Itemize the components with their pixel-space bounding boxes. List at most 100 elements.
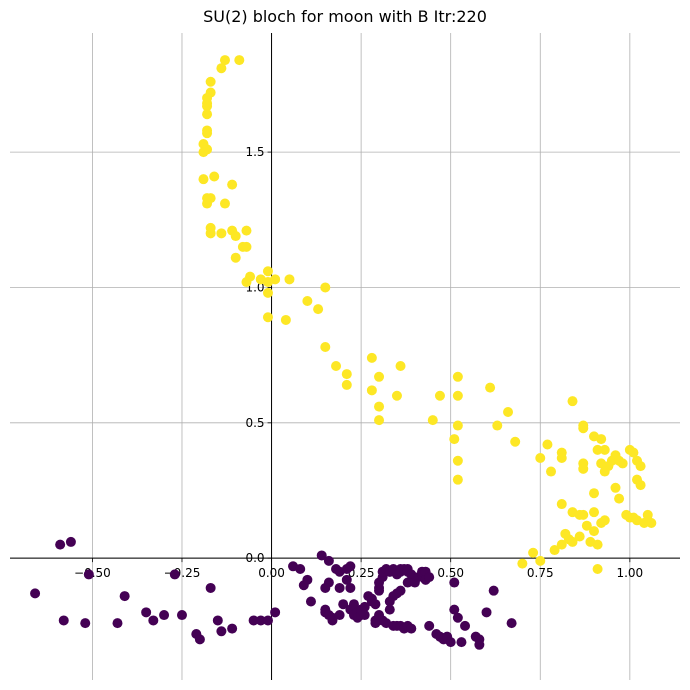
data-point	[359, 610, 370, 621]
x-tick-label: −0.25	[164, 566, 201, 580]
data-point	[212, 615, 223, 626]
data-point	[295, 564, 306, 575]
data-point	[535, 555, 546, 566]
data-point	[589, 526, 600, 537]
data-point	[262, 615, 273, 626]
data-point	[556, 453, 567, 464]
data-point	[248, 615, 259, 626]
data-point	[452, 474, 463, 485]
data-point	[574, 531, 585, 542]
data-point	[359, 601, 370, 612]
data-point	[567, 396, 578, 407]
data-point	[334, 610, 345, 621]
data-point	[169, 569, 180, 580]
data-point	[202, 101, 213, 112]
data-point	[628, 447, 639, 458]
data-point	[374, 610, 385, 621]
data-point	[391, 390, 402, 401]
data-point	[517, 558, 528, 569]
axes	[10, 33, 680, 680]
data-point	[452, 455, 463, 466]
data-point	[449, 577, 460, 588]
data-point	[581, 520, 592, 531]
data-point	[460, 620, 471, 631]
data-point	[427, 415, 438, 426]
data-point	[205, 76, 216, 87]
data-point	[338, 599, 349, 610]
data-point	[320, 342, 331, 353]
data-point	[148, 615, 159, 626]
data-point	[227, 179, 238, 190]
data-point	[578, 509, 589, 520]
data-point	[323, 555, 334, 566]
data-point	[331, 360, 342, 371]
data-point	[141, 607, 152, 618]
data-point	[592, 564, 603, 575]
data-point	[230, 231, 241, 242]
data-point	[316, 550, 327, 561]
data-point	[345, 582, 356, 593]
data-point	[227, 623, 238, 634]
data-point	[592, 539, 603, 550]
data-point	[219, 55, 230, 66]
data-point	[374, 415, 385, 426]
data-point	[216, 228, 227, 239]
data-point	[270, 607, 281, 618]
data-point	[456, 637, 467, 648]
data-points	[30, 55, 657, 650]
data-point	[313, 304, 324, 315]
data-point	[610, 482, 621, 493]
data-point	[549, 545, 560, 556]
data-point	[445, 637, 456, 648]
data-point	[449, 434, 460, 445]
data-point	[262, 277, 273, 288]
chart-title: SU(2) bloch for moon with B Itr:220	[203, 7, 487, 26]
data-point	[176, 610, 187, 621]
data-point	[202, 109, 213, 120]
data-point	[402, 577, 413, 588]
data-point	[30, 588, 41, 599]
data-point	[341, 379, 352, 390]
data-point	[506, 618, 517, 629]
data-point	[262, 266, 273, 277]
data-point	[198, 147, 209, 158]
data-point	[241, 241, 252, 252]
data-point	[599, 515, 610, 526]
data-point	[452, 420, 463, 431]
data-point	[230, 252, 241, 263]
data-point	[320, 582, 331, 593]
data-point	[234, 55, 245, 66]
data-point	[205, 582, 216, 593]
data-point	[617, 458, 628, 469]
data-point	[546, 466, 557, 477]
data-point	[528, 547, 539, 558]
y-tick-label: 0.0	[245, 551, 264, 565]
data-point	[599, 444, 610, 455]
data-point	[216, 626, 227, 637]
data-point	[284, 274, 295, 285]
data-point	[452, 612, 463, 623]
data-point	[488, 585, 499, 596]
data-point	[280, 314, 291, 325]
data-point	[424, 620, 435, 631]
data-point	[341, 369, 352, 380]
data-point	[384, 604, 395, 615]
data-point	[302, 574, 313, 585]
data-point	[503, 406, 514, 417]
data-point	[80, 618, 91, 629]
data-point	[119, 591, 130, 602]
data-point	[262, 312, 273, 323]
data-point	[366, 385, 377, 396]
y-tick-label: 1.5	[245, 145, 264, 159]
x-tick-label: 0.50	[437, 566, 464, 580]
data-point	[567, 536, 578, 547]
data-point	[395, 360, 406, 371]
data-point	[305, 596, 316, 607]
data-point	[578, 463, 589, 474]
data-point	[542, 439, 553, 450]
data-point	[384, 596, 395, 607]
data-point	[370, 599, 381, 610]
data-point	[198, 174, 209, 185]
data-point	[485, 382, 496, 393]
data-point	[219, 198, 230, 209]
